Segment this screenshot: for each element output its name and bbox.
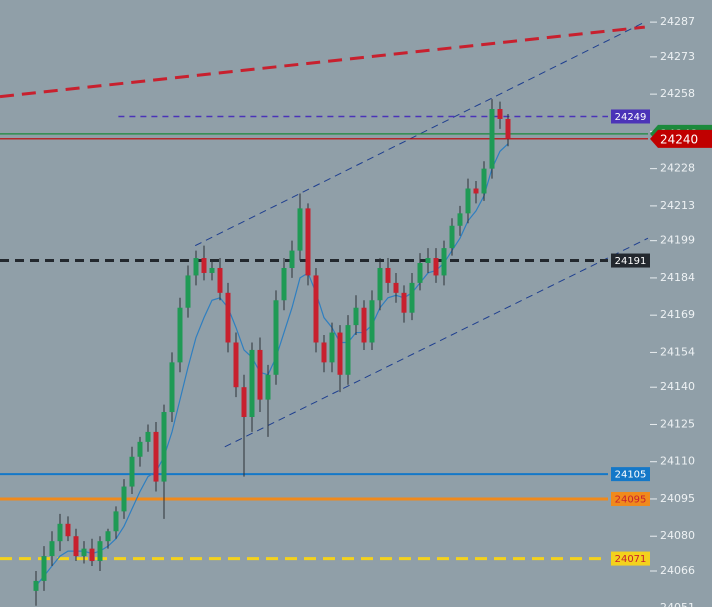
candle-body: [417, 263, 423, 283]
candle-body: [81, 548, 87, 557]
candle-body: [57, 523, 63, 542]
candle-body: [361, 307, 367, 343]
price-label: 24095: [615, 494, 647, 505]
candle-body: [217, 267, 223, 293]
candle-body: [385, 267, 391, 283]
y-tick-label: 24199: [660, 234, 695, 247]
candle-body: [481, 168, 487, 194]
candle-body: [113, 511, 119, 532]
axis-price-tag: [650, 129, 712, 148]
y-tick-label: 24228: [660, 162, 695, 175]
candle-body: [145, 431, 151, 442]
candle-body: [281, 267, 287, 301]
candle-body: [305, 208, 311, 276]
candle-body: [465, 188, 471, 214]
candle-body: [137, 441, 143, 457]
y-tick-label: 24140: [660, 380, 695, 393]
candle-body: [449, 225, 455, 249]
price-label-box: [611, 551, 650, 566]
candle-body: [409, 282, 415, 313]
candle-body: [313, 275, 319, 343]
candle-body: [241, 387, 247, 418]
candle-body: [457, 213, 463, 226]
price-label: 24191: [615, 256, 647, 267]
price-label: 24105: [615, 470, 647, 481]
candle-body: [129, 456, 135, 487]
candle-body: [337, 332, 343, 375]
candle-body: [297, 208, 303, 251]
y-tick-label: 24066: [660, 564, 695, 577]
y-tick-label: 24273: [660, 50, 695, 63]
candle-body: [121, 486, 127, 512]
candle-body: [89, 548, 95, 562]
y-tick-label: 24154: [660, 345, 695, 358]
y-tick-label: 24213: [660, 199, 695, 212]
candle-body: [161, 412, 167, 482]
candle-body: [353, 307, 359, 326]
y-tick-label: 24095: [660, 492, 695, 505]
candle-body: [225, 292, 231, 343]
y-tick-label: 24258: [660, 87, 695, 100]
trend-line: [0, 25, 645, 99]
price-label-box: [611, 253, 650, 268]
candle-body: [265, 374, 271, 400]
candle-body: [289, 250, 295, 268]
y-tick-label: 24169: [660, 308, 695, 321]
candle-body: [441, 248, 447, 276]
candle-body: [497, 109, 503, 119]
y-tick-label: 24110: [660, 455, 695, 468]
candle-body: [505, 118, 511, 139]
candle-body: [209, 267, 215, 273]
candle-body: [425, 258, 431, 264]
candle-body: [105, 531, 111, 542]
price-label-box: [611, 467, 650, 482]
candle-body: [369, 300, 375, 343]
price-label: 24249: [615, 112, 647, 123]
candle-body: [433, 258, 439, 276]
candle-body: [65, 523, 71, 537]
candle-body: [49, 541, 55, 557]
candle-body: [233, 342, 239, 388]
y-tick-label: 24287: [660, 15, 695, 28]
candle-body: [169, 362, 175, 413]
candle-body: [33, 580, 39, 591]
candle-body: [153, 431, 159, 482]
axis-price-label: 24240: [660, 132, 698, 146]
y-tick-label: 24080: [660, 529, 695, 542]
candle-body: [473, 188, 479, 194]
trend-line: [224, 237, 649, 448]
candle-body: [97, 541, 103, 562]
candle-body: [377, 267, 383, 301]
candle-body: [401, 292, 407, 313]
candle-body: [73, 536, 79, 557]
candle-body: [185, 275, 191, 308]
candle-body: [393, 282, 399, 293]
y-tick-label: 24184: [660, 271, 695, 284]
candle-body: [489, 109, 495, 169]
candle-body: [193, 258, 199, 276]
candle-body: [41, 556, 47, 581]
y-tick-label: 24051: [660, 601, 695, 607]
candle-body: [201, 258, 207, 273]
candle-body: [329, 332, 335, 363]
candle-body: [177, 307, 183, 363]
price-label-box: [611, 109, 650, 124]
moving-average: [35, 143, 509, 587]
candle-body: [321, 342, 327, 363]
price-label: 24071: [615, 554, 647, 565]
candle-body: [273, 300, 279, 375]
y-tick-label: 24125: [660, 417, 695, 430]
candle-body: [249, 349, 255, 418]
price-label-box: [611, 491, 650, 506]
candle-body: [345, 325, 351, 375]
candle-body: [257, 349, 263, 400]
